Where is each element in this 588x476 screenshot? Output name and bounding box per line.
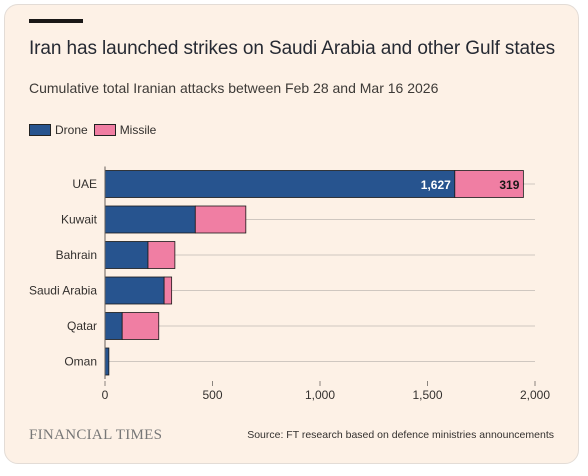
legend-item-drone: Drone <box>29 123 88 137</box>
data-label-missile: 319 <box>499 178 519 192</box>
bar-drone <box>104 205 196 234</box>
chart-subtitle: Cumulative total Iranian attacks between… <box>29 80 439 96</box>
category-label: UAE <box>72 177 97 191</box>
bar-missile <box>121 312 160 340</box>
source-note: Source: FT research based on defence min… <box>247 429 554 441</box>
chart-card: Iran has launched strikes on Saudi Arabi… <box>4 4 579 464</box>
legend-label-drone: Drone <box>55 123 88 137</box>
category-label: Qatar <box>67 319 97 333</box>
ft-logo: FINANCIAL TIMES <box>29 427 163 443</box>
chart-title: Iran has launched strikes on Saudi Arabi… <box>29 38 556 59</box>
category-label: Saudi Arabia <box>29 284 97 298</box>
bar-missile <box>163 276 173 305</box>
bar-missile <box>147 241 176 269</box>
bar-drone <box>104 312 123 340</box>
x-tick-label: 0 <box>102 388 109 402</box>
bar-drone <box>104 347 110 376</box>
title-accent-bar <box>29 19 83 23</box>
category-label: Oman <box>64 355 97 369</box>
legend-item-missile: Missile <box>93 123 157 137</box>
x-tick-label: 500 <box>202 388 222 402</box>
legend-label-missile: Missile <box>119 123 157 137</box>
x-tick-label: 1,500 <box>412 388 442 402</box>
x-tick-label: 1,000 <box>305 388 335 402</box>
bar-chart: UAE Kuwait Bahrain Saudi Arabia Qatar Oman 1,6… <box>29 166 550 402</box>
legend-swatch-missile <box>93 124 116 136</box>
bar-missile <box>194 205 247 234</box>
bar-drone <box>104 170 456 198</box>
x-tick-label: 2,000 <box>520 388 550 402</box>
category-label: Kuwait <box>61 213 98 227</box>
legend: Drone Missile <box>29 123 162 137</box>
bar-missile <box>454 170 524 198</box>
bar-drone <box>104 241 149 269</box>
bar-drone <box>104 276 165 305</box>
legend-swatch-drone <box>29 124 51 136</box>
category-label: Bahrain <box>56 248 97 262</box>
data-label-drone: 1,627 <box>421 178 451 192</box>
